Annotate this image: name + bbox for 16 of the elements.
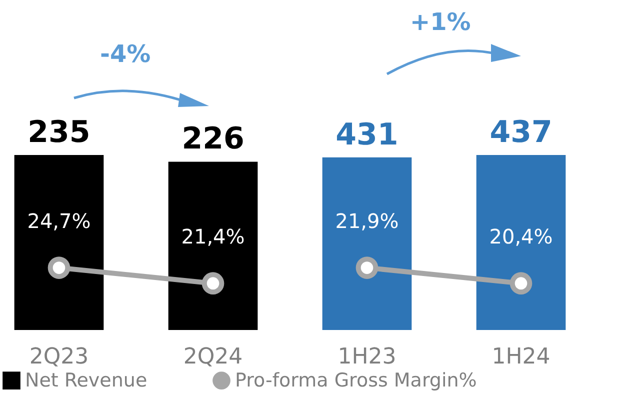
- data-label: 431: [336, 117, 398, 152]
- x-tick-label: 1H23: [338, 344, 396, 370]
- text: -4%: [100, 40, 151, 68]
- data-label: 235: [28, 115, 90, 150]
- data-label: 21,4%: [181, 224, 245, 248]
- data-label: 21,9%: [335, 208, 399, 233]
- x-tick-label: 1H24: [492, 344, 550, 370]
- data-label: 24,7%: [27, 208, 91, 233]
- legend-label: Pro-forma Gross Margin%: [235, 370, 477, 392]
- text: +1%: [410, 8, 471, 36]
- data-label: 437: [490, 115, 552, 150]
- data-label: 226: [182, 122, 244, 157]
- legend-label: Net Revenue: [25, 370, 148, 392]
- data-label: 20,4%: [489, 224, 553, 248]
- x-tick-label: 2Q23: [29, 344, 89, 370]
- x-tick-label: 2Q24: [183, 344, 243, 370]
